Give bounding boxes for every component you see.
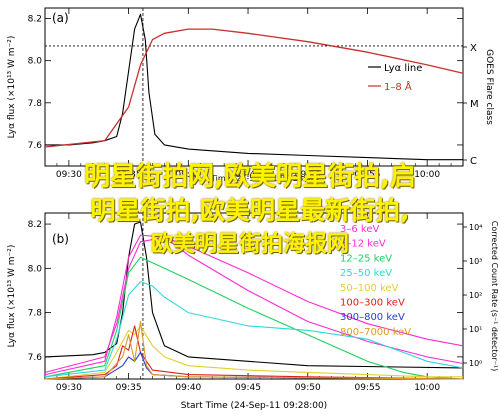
y-tick-label: 7.8	[28, 99, 43, 109]
x-tick-label: 09:40	[175, 170, 201, 180]
panel-a-label: (a)	[52, 11, 69, 25]
panel-b-right-axis: 10⁴ 10³ 10² 10¹ 10⁰	[463, 223, 482, 368]
flare-class-label: C	[470, 156, 477, 167]
legend-entry: 25–50 keV	[340, 268, 392, 279]
right-tick-label: 10²	[469, 291, 482, 300]
y-tick-label: 8.2	[28, 15, 42, 25]
x-tick-label: 09:50	[295, 170, 321, 180]
panel-a-legend: Lyα line 1–8 Å	[368, 63, 422, 93]
flare-class-label: M	[470, 99, 479, 110]
x-tick-label: 10:00	[414, 170, 440, 180]
x-tick-label: 09:50	[295, 383, 321, 393]
series-line-ly-line	[44, 221, 464, 369]
series-line-1-8-	[44, 28, 464, 148]
panel-a-x-ticks: 09:30 09:35 09:40 09:45 09:50 09:55 10:00	[56, 8, 464, 180]
x-tick-label: 09:35	[116, 383, 142, 393]
legend-1-8-a: 1–8 Å	[384, 80, 412, 93]
panel-a: (a) 7.67.88.08.2 09:30 09:35 09:40 09:45 09:…	[7, 7, 494, 183]
y-tick-label: 8.0	[28, 57, 43, 67]
x-tick-label: 09:30	[56, 383, 82, 393]
right-tick-label: 10⁴	[469, 223, 482, 232]
legend-entry: 100–300 keV	[340, 298, 405, 309]
series-line-800-7000-kev	[44, 320, 464, 380]
x-tick-label: 09:45	[235, 383, 261, 393]
panel-a-series	[44, 13, 464, 161]
x-tick-label: 09:40	[175, 383, 201, 393]
x-tick-label: 09:55	[354, 383, 380, 393]
x-tick-label: 09:45	[235, 170, 261, 180]
y-tick-label: 8.2	[28, 220, 42, 230]
right-tick-label: 10³	[469, 257, 482, 266]
legend-lya-line: Lyα line	[384, 63, 422, 74]
panel-a-frame	[44, 7, 464, 167]
legend-entry: 12–25 keV	[340, 253, 392, 264]
right-tick-label: 10¹	[469, 325, 482, 334]
flare-class-label: X	[470, 43, 477, 54]
panel-b-x-axis-label: Start Time (24-Sep-11 09:28:00)	[181, 401, 327, 411]
panel-a-y-axis-label: Lyα flux (×10¹³ W m⁻²)	[7, 36, 17, 139]
series-line-3-6-kev	[44, 236, 464, 373]
legend-entry: 800–7000 keV	[340, 327, 411, 338]
y-tick-label: 7.6	[28, 353, 43, 363]
series-line-6-12-kev	[44, 234, 464, 376]
panel-b-right-axis-label: Corrected Count Rate (s⁻¹ detector⁻¹)	[490, 221, 499, 372]
legend-entry: 6–12 keV	[340, 239, 386, 250]
series-line-25-50-kev	[44, 281, 464, 378]
y-tick-label: 8.0	[28, 264, 43, 274]
y-tick-label: 7.6	[28, 141, 43, 151]
x-tick-label: 09:30	[56, 170, 82, 180]
legend-entry: 50–100 keV	[340, 283, 399, 294]
panel-b-legend: 3–6 keV 6–12 keV 12–25 keV 25–50 keV 50–100 …	[340, 224, 411, 338]
panel-b-label: (b)	[52, 232, 69, 246]
series-line-12-25-kev	[44, 256, 464, 380]
panel-a-right-axis: X M C	[463, 43, 479, 167]
panel-b-y-axis-label: Lyα flux (×10¹³ W m⁻²)	[7, 245, 17, 348]
panel-b-frame	[44, 212, 464, 380]
panel-b: (b) 7.67.88.08.2 09:30 09:35 09:40 09:45 09:…	[7, 212, 499, 411]
x-tick-label: 09:55	[354, 170, 380, 180]
panel-b-x-ticks: 09:30 09:35 09:40 09:45 09:50 09:55 10:00	[56, 213, 464, 393]
x-tick-label: 10:00	[414, 383, 440, 393]
panel-b-series	[44, 221, 464, 380]
legend-entry: 3–6 keV	[340, 224, 379, 235]
y-tick-label: 7.8	[28, 309, 43, 319]
series-line-50-100-kev	[44, 325, 463, 380]
x-tick-label: 09:35	[116, 170, 142, 180]
panel-a-right-axis-label: GOES Flare class	[484, 49, 494, 125]
panel-a-x-axis-label: Start Time (24-Sep-11 09:28:00)	[189, 174, 319, 183]
legend-entry: 300–800 keV	[340, 312, 405, 323]
right-tick-label: 10⁰	[469, 359, 482, 368]
